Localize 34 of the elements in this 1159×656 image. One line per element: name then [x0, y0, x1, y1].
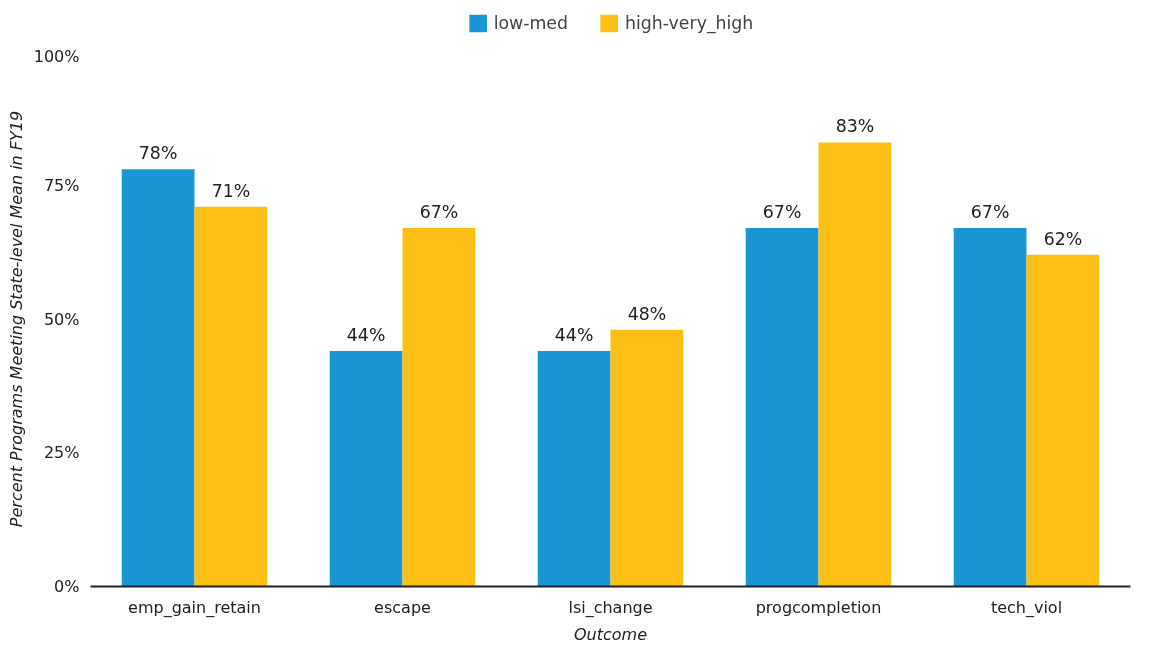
bar — [329, 351, 403, 587]
data-label: 44% — [554, 325, 594, 346]
data-label: 78% — [138, 143, 178, 164]
data-label: 67% — [762, 202, 802, 223]
y-tick-label: 100% — [33, 46, 80, 66]
data-label: 44% — [346, 325, 386, 346]
bar — [1026, 254, 1100, 587]
data-label: 83% — [835, 116, 875, 137]
y-tick-label: 75% — [43, 175, 80, 195]
bar — [953, 228, 1027, 587]
bar — [745, 228, 819, 587]
x-tick-label: escape — [374, 597, 431, 617]
x-tick-label: progcompletion — [755, 597, 882, 617]
bar — [818, 142, 892, 587]
x-tick-label: tech_viol — [990, 597, 1063, 618]
y-axis-title: Percent Programs Meeting State-level Mean in FY19 — [6, 110, 26, 528]
bar — [610, 329, 684, 587]
x-axis-title: Outcome — [573, 624, 648, 644]
y-tick-label: 50% — [43, 309, 80, 329]
data-label: 62% — [1043, 228, 1083, 249]
legend-label: low-med — [493, 13, 569, 33]
data-label: 48% — [627, 303, 667, 324]
y-tick-label: 25% — [43, 443, 80, 463]
y-tick-label: 0% — [54, 577, 80, 596]
data-label: 67% — [419, 202, 459, 223]
bar — [402, 228, 476, 587]
legend-label: high-very_high — [625, 13, 754, 33]
bar — [537, 351, 611, 587]
bar — [121, 169, 195, 587]
data-label: 67% — [970, 202, 1010, 223]
x-tick-label: emp_gain_retain — [128, 597, 261, 618]
x-tick-label: lsi_change — [568, 597, 653, 618]
data-label: 71% — [211, 180, 251, 201]
bar — [194, 206, 268, 587]
